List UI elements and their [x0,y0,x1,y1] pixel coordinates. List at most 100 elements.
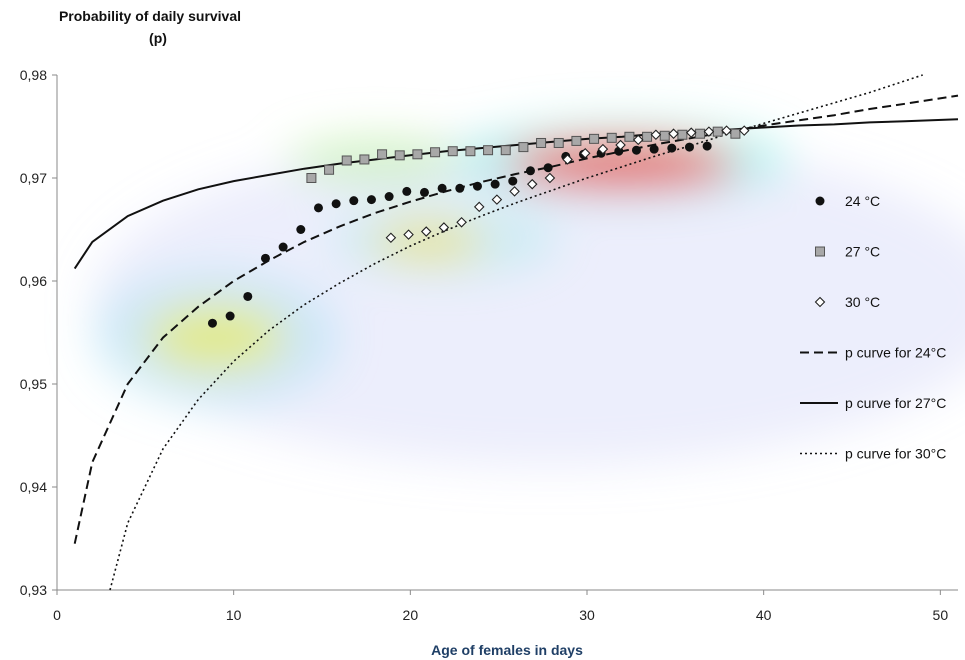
y-tick-label: 0,97 [20,170,47,186]
data-point [721,125,732,136]
data-point [420,226,432,237]
data-point [437,183,447,193]
data-point [615,139,626,151]
data-point [260,253,270,263]
data-point [419,187,429,197]
data-point [597,143,609,155]
y-tick-label: 0,96 [20,273,47,289]
legend-entry-label: 30 °C [845,294,880,310]
data-point [509,186,520,197]
data-point [225,311,235,321]
x-axis-label: Age of females in days [431,642,583,658]
data-point [631,145,641,155]
data-point [278,242,288,252]
legend-entry-label: p curve for 27°C [845,395,946,411]
data-point [402,186,412,196]
data-point [814,296,826,308]
data-point [403,229,414,240]
data-point [447,146,458,157]
data-point [579,148,591,159]
axes [52,74,958,595]
data-point [815,196,825,206]
data-point [456,217,467,228]
x-tick-label: 30 [579,607,595,623]
legend-entry-label: 24 °C [845,193,880,209]
data-point [668,128,679,139]
data-point [473,201,485,213]
x-tick-label: 40 [756,607,772,623]
data-point [815,246,825,257]
heat-spot [145,304,287,371]
data-point [703,126,715,137]
data-point [412,149,423,160]
data-point [624,131,635,142]
data-point [207,318,217,328]
data-point [659,130,670,141]
data-point [526,178,538,190]
data-point [553,137,564,148]
data-point [455,183,465,193]
chart-title-line2: (p) [149,30,167,46]
x-tick-label: 20 [403,607,419,623]
data-point [491,194,503,205]
data-point [685,127,697,138]
data-point [430,147,441,158]
data-point [632,134,644,146]
data-point [649,144,659,154]
data-point [702,141,712,151]
data-point [366,195,376,205]
tick-labels: 0,93 0,94 0,95 0,96 0,97 0,98 0 10 20 30 40 50 [20,67,949,623]
data-point [384,192,394,202]
data-point [341,155,352,166]
heat-spot [371,223,485,261]
data-point [712,126,723,137]
data-point [490,179,500,189]
data-point [589,133,600,144]
data-point [331,199,341,209]
series-line [73,94,959,544]
data-point [306,173,317,183]
data-points [207,125,750,328]
data-point [359,154,370,165]
y-tick-label: 0,94 [20,479,47,495]
data-point [543,163,553,173]
data-point [730,128,741,139]
data-point [650,129,662,141]
data-point [508,176,518,186]
data-point [483,145,494,156]
data-point [500,145,511,156]
data-point [525,166,535,176]
data-point [738,125,750,136]
data-point [349,196,359,206]
data-point [438,222,450,233]
data-point [385,232,397,244]
series-line [109,74,923,591]
y-tick-label: 0,93 [20,582,47,598]
heat-spot [92,136,965,467]
y-tick-label: 0,95 [20,376,47,392]
x-tick-label: 0 [53,607,61,623]
data-point [642,131,653,142]
data-point [518,142,529,153]
data-point [695,128,706,139]
y-tick-label: 0,98 [20,67,47,83]
data-point [472,181,482,191]
data-point [562,154,573,165]
legend: 24 °C 27 °C 30 °C p curve for 24°C p curve f… [800,193,946,462]
data-point [243,291,253,301]
legend-entry-label: 27 °C [845,244,880,260]
legend-entry-label: p curve for 24°C [845,345,946,361]
x-tick-label: 50 [933,607,949,623]
chart-title-line1: Probability of daily survival [59,8,241,24]
data-point [684,142,694,152]
data-point [606,132,617,143]
data-point [544,172,556,184]
data-point [536,137,547,148]
data-point [324,164,335,175]
data-point [571,135,582,146]
data-point [677,129,688,140]
data-point [296,225,306,234]
data-point [377,149,388,160]
curve-lines [73,74,959,591]
